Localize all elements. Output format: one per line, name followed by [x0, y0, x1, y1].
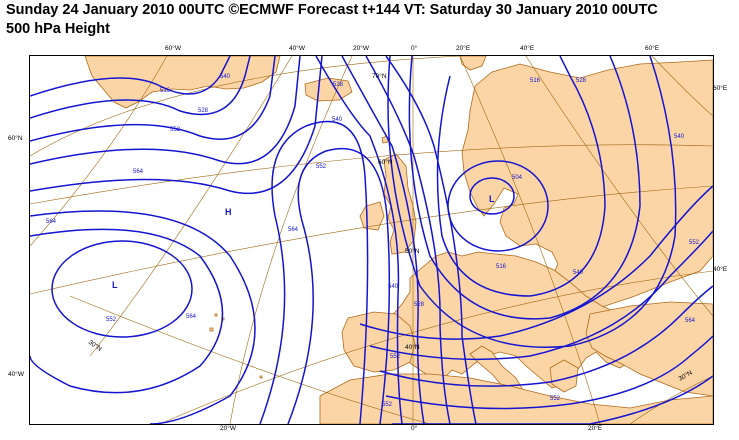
- scandinavia: [461, 59, 713, 313]
- contour-ridge-1: [259, 120, 369, 424]
- map-panel: 70°N 60°N 50°N 40°N 30°N 30°N 516 528 54…: [29, 55, 714, 425]
- meridian-60e: [651, 56, 713, 117]
- meridian-40e: [525, 56, 713, 317]
- contour-south-3: [379, 285, 713, 387]
- contour-label: 516: [530, 78, 541, 84]
- greenland: [84, 56, 281, 109]
- top-lon-label-60e: 60°E: [645, 45, 660, 52]
- contour-label: 552: [550, 396, 561, 402]
- top-lon-label-20w: 20°W: [353, 45, 369, 52]
- meridian-20e: [459, 56, 601, 424]
- left-lat-label-60n: 60°N: [8, 135, 23, 142]
- lat-label-50n: 50°N: [405, 247, 420, 255]
- contour-label: 528: [198, 108, 209, 114]
- meridian-60w: [30, 56, 168, 247]
- top-lon-label-0: 0°: [411, 45, 418, 52]
- contour-ridge-5: [365, 56, 451, 424]
- meridian-40w: [89, 56, 293, 357]
- contour-label: 528: [414, 302, 425, 308]
- contour-label: 516: [496, 264, 507, 270]
- contour-label: 552: [170, 127, 181, 133]
- contour-ridge-6: [385, 56, 477, 424]
- lat-label-40n: 40°N: [405, 343, 420, 351]
- contour-label: 504: [512, 175, 523, 181]
- right-lon-label-60e: 60°E: [713, 85, 728, 92]
- contour-south-1: [359, 185, 713, 340]
- lat-label-30n: 30°N: [87, 338, 104, 353]
- contour-value-labels: 516 528 540 552 564 564 552 528 540 564 …: [46, 74, 700, 408]
- contour-label: 540: [332, 117, 343, 123]
- field-title: 500 hPa Height: [6, 21, 110, 37]
- greece: [549, 359, 579, 393]
- contour-west-3: [30, 56, 276, 142]
- contour-label: 528: [576, 78, 587, 84]
- meridian-20w: [229, 56, 353, 424]
- contour-label: 552: [382, 402, 393, 408]
- contour-label: 540: [573, 270, 584, 276]
- contour-label: 516: [160, 88, 171, 94]
- contour-label: 564: [685, 318, 696, 324]
- top-lon-label-40w: 40°W: [289, 45, 305, 52]
- contour-low-inner: [51, 240, 193, 338]
- contour-east-low-3: [436, 56, 606, 297]
- contour-ridge-3: [315, 56, 403, 424]
- iceland: [304, 77, 353, 102]
- bottom-lon-label-20w: 20°W: [220, 425, 236, 432]
- contour-label: 564: [186, 314, 197, 320]
- contour-label: 540: [388, 284, 399, 290]
- contour-west-4: [30, 56, 301, 165]
- contour-label: 564: [288, 227, 299, 233]
- high-center-symbol: H: [225, 207, 232, 217]
- contour-label: 552: [390, 354, 401, 360]
- low-center-symbol-west: L: [112, 280, 118, 290]
- contour-label: 540: [674, 134, 685, 140]
- contour-west-2: [30, 56, 251, 119]
- parallel-50n: [30, 185, 713, 295]
- contour-low-outer-2: [30, 210, 256, 424]
- contour-label: 564: [46, 219, 57, 225]
- lat-label-60n: 60°N: [378, 158, 393, 166]
- contour-label: 552: [106, 317, 117, 323]
- contour-label: 528: [333, 82, 344, 88]
- parallel-70n: [30, 56, 713, 157]
- great-britain: [383, 153, 417, 255]
- map-svg: 70°N 60°N 50°N 40°N 30°N 30°N 516 528 54…: [30, 56, 713, 424]
- contour-east-low-4: [408, 56, 641, 320]
- turkey: [585, 301, 713, 397]
- contour-south-2: [369, 230, 713, 361]
- bottom-lon-label-0: 0°: [411, 425, 418, 432]
- forecast-title: Sunday 24 January 2010 00UTC ©ECMWF Fore…: [6, 2, 658, 18]
- top-lon-label-60w: 60°W: [165, 45, 181, 52]
- contour-west-5: [30, 56, 323, 195]
- bottom-lon-label-20e: 20°E: [588, 425, 603, 432]
- contour-label: 552: [689, 240, 700, 246]
- contour-east-low-1: [469, 177, 515, 215]
- contour-label: 540: [220, 74, 231, 80]
- right-lon-label-40e: 40°E: [713, 266, 728, 273]
- islands: [209, 313, 263, 379]
- contour-label: 564: [133, 169, 144, 175]
- lat-label-70n: 70°N: [372, 72, 387, 80]
- pressure-centers: H L L: [112, 194, 495, 290]
- contour-south-4: [385, 335, 713, 410]
- contour-west-1: [30, 56, 231, 97]
- low-center-symbol-east: L: [489, 194, 495, 204]
- top-lon-label-20e: 20°E: [456, 45, 471, 52]
- contour-label: 552: [316, 164, 327, 170]
- contour-east-low-5: [387, 56, 677, 348]
- top-lon-label-40e: 40°E: [520, 45, 535, 52]
- iberia: [341, 311, 416, 373]
- contour-ridge-4: [341, 56, 425, 424]
- contour-low-outer: [30, 228, 224, 394]
- north-africa: [319, 373, 713, 424]
- left-lon-label-40w: 40°W: [8, 371, 24, 378]
- contour-layer: [30, 56, 713, 424]
- parallel-30n-east: [629, 375, 713, 424]
- contour-south-5: [392, 375, 713, 424]
- contour-east-low-2: [447, 160, 549, 252]
- parallel-30n: [69, 295, 431, 424]
- svalbard: [459, 56, 487, 71]
- contour-ridge-2: [287, 147, 391, 424]
